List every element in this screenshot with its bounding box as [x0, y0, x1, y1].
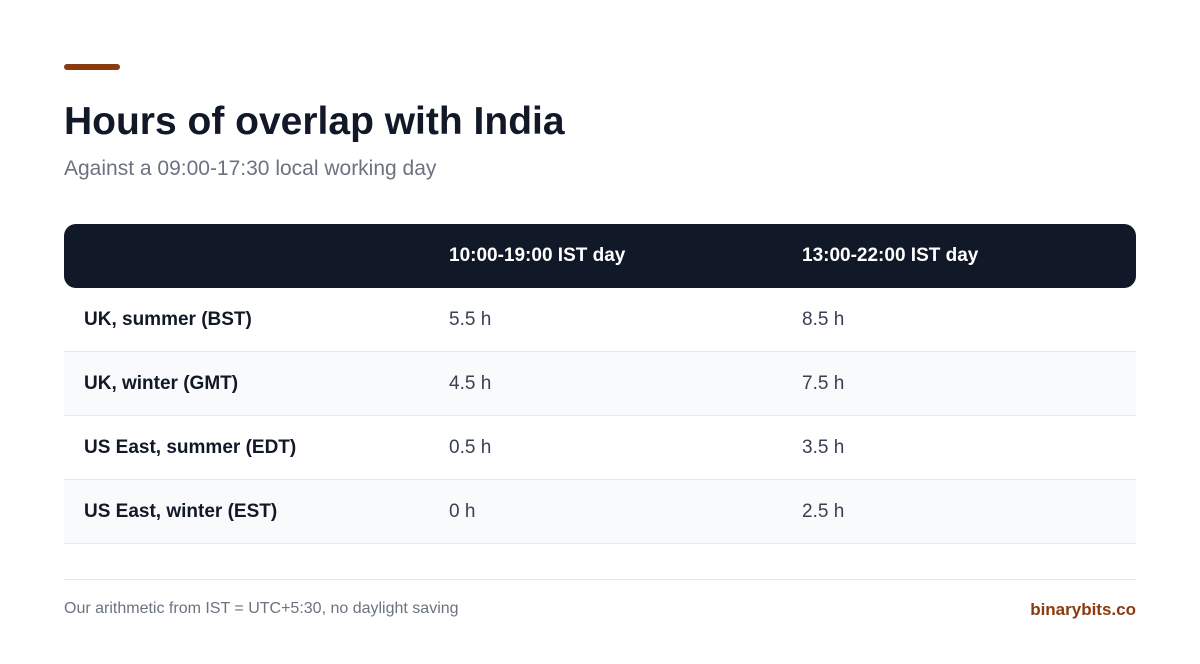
cell: 8.5 h	[802, 308, 845, 330]
footer-rule	[64, 579, 1136, 580]
table: 10:00-19:00 IST day 13:00-22:00 IST day …	[64, 224, 1136, 544]
cell: 5.5 h	[449, 308, 492, 330]
column-header: 10:00-19:00 IST day	[449, 245, 626, 266]
row-label: UK, winter (GMT)	[84, 372, 239, 394]
cell: 0 h	[449, 500, 476, 522]
row-label: US East, summer (EDT)	[84, 436, 297, 458]
footer-note: Our arithmetic from IST = UTC+5:30, no d…	[64, 600, 459, 617]
table-row: UK, winter (GMT) 4.5 h 7.5 h	[64, 352, 1136, 416]
row-label: UK, summer (BST)	[84, 308, 252, 330]
table-row: US East, summer (EDT) 0.5 h 3.5 h	[64, 416, 1136, 480]
table-header: 10:00-19:00 IST day 13:00-22:00 IST day	[64, 224, 1136, 288]
accent-bar	[64, 64, 120, 70]
cell: 0.5 h	[449, 436, 492, 458]
subtitle: Against a 09:00-17:30 local working day	[64, 157, 437, 180]
cell: 2.5 h	[802, 500, 845, 522]
cell: 4.5 h	[449, 372, 492, 394]
table-row: US East, winter (EST) 0 h 2.5 h	[64, 480, 1136, 544]
cell: 7.5 h	[802, 372, 845, 394]
title: Hours of overlap with India	[64, 100, 565, 143]
row-label: US East, winter (EST)	[84, 500, 278, 522]
table-row: UK, summer (BST) 5.5 h 8.5 h	[64, 288, 1136, 352]
brand: binarybits.co	[1030, 600, 1136, 619]
column-header: 13:00-22:00 IST day	[802, 245, 979, 266]
cell: 3.5 h	[802, 436, 845, 458]
